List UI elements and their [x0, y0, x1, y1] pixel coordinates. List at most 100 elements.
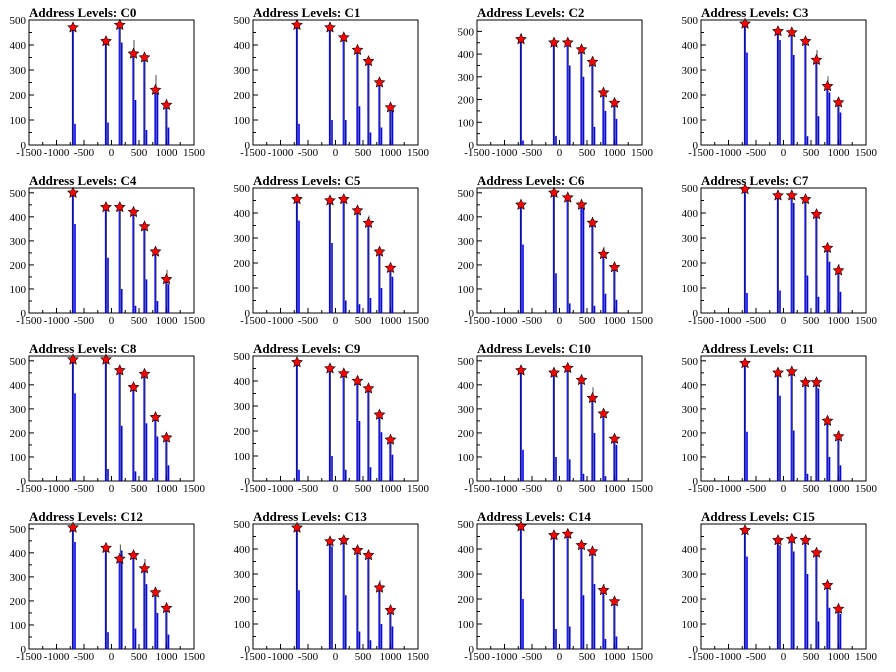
x-tick-label: 0 — [109, 147, 115, 159]
x-tick-label: 1000 — [156, 315, 179, 327]
y-tick-label: 500 — [458, 356, 475, 368]
peak-marker — [149, 586, 162, 598]
peak-marker — [149, 83, 162, 95]
peak-marker — [362, 216, 375, 228]
peak-marker — [149, 245, 162, 257]
y-tick-label: 0 — [693, 476, 699, 488]
y-tick-label: 400 — [682, 380, 699, 392]
x-tick-label: 500 — [803, 147, 820, 159]
peak-marker — [785, 532, 798, 544]
y-tick-label: 0 — [245, 140, 251, 152]
x-tick-label: 1500 — [407, 147, 430, 159]
x-tick-label: -500 — [522, 651, 543, 663]
peak-marker — [324, 194, 336, 206]
y-tick-label: 200 — [682, 594, 699, 606]
peak-marker — [548, 36, 560, 48]
y-tick-label: 100 — [234, 619, 251, 631]
panel-title: Address Levels: C15 — [701, 509, 815, 524]
peak-marker — [561, 36, 574, 48]
peak-marker — [561, 361, 574, 374]
y-tick-label: 500 — [10, 188, 27, 200]
x-tick-label: -1000 — [492, 315, 518, 327]
peak-marker — [821, 579, 834, 591]
peak-marker — [575, 373, 588, 386]
y-tick-label: 200 — [234, 258, 251, 270]
x-tick-label: -1000 — [716, 147, 742, 159]
x-tick-label: -500 — [746, 315, 767, 327]
peak-marker — [799, 376, 812, 388]
peak-marker — [739, 356, 751, 369]
x-tick-label: -1000 — [268, 147, 294, 159]
x-tick-label: 500 — [355, 147, 372, 159]
y-tick-label: 0 — [245, 476, 251, 488]
peak-marker — [351, 374, 364, 386]
peak-marker — [772, 534, 784, 546]
x-tick-label: -1000 — [44, 483, 70, 495]
peak-marker — [113, 552, 126, 564]
x-tick-label: 1000 — [828, 651, 851, 663]
x-tick-label: -1000 — [44, 147, 70, 159]
y-tick-label: 300 — [234, 65, 251, 77]
peak-marker — [384, 433, 397, 445]
peak-marker — [597, 584, 610, 596]
peak-marker — [785, 365, 798, 377]
x-tick-label: 1500 — [407, 651, 430, 663]
peak-marker — [127, 549, 140, 561]
y-tick-label: 100 — [682, 283, 699, 295]
y-tick-label: 200 — [682, 90, 699, 102]
x-tick-label: -500 — [74, 315, 95, 327]
peak-marker — [608, 261, 621, 273]
peak-marker — [127, 381, 140, 393]
y-tick-label: 300 — [682, 569, 699, 581]
x-tick-label: -1000 — [492, 651, 518, 663]
peak-marker — [597, 86, 610, 98]
x-tick-label: 1000 — [604, 651, 627, 663]
y-tick-label: 400 — [10, 548, 27, 560]
peak-marker — [138, 51, 151, 63]
panel-c8: Address Levels: C80100200300400500-1500-… — [10, 341, 206, 495]
y-tick-label: 300 — [10, 65, 27, 77]
y-tick-label: 300 — [682, 404, 699, 416]
peak-marker — [832, 430, 845, 442]
x-tick-label: 1000 — [156, 147, 179, 159]
y-tick-label: 300 — [234, 401, 251, 413]
peak-marker — [586, 391, 599, 404]
x-tick-label: -500 — [74, 651, 95, 663]
x-tick-label: -500 — [746, 147, 767, 159]
y-tick-label: 400 — [682, 544, 699, 556]
x-tick-label: 1500 — [183, 147, 206, 159]
x-tick-label: 1000 — [380, 147, 403, 159]
peak-marker — [799, 193, 812, 205]
peak-marker — [324, 21, 336, 33]
peak-marker — [561, 191, 574, 203]
y-tick-label: 300 — [458, 72, 475, 84]
panel-c9: Address Levels: C90100200300400500-1500-… — [234, 341, 430, 495]
y-tick-label: 300 — [458, 404, 475, 416]
y-tick-label: 200 — [458, 428, 475, 440]
y-tick-label: 300 — [10, 236, 27, 248]
x-tick-label: 1000 — [828, 483, 851, 495]
y-tick-label: 300 — [234, 569, 251, 581]
x-tick-label: -1000 — [716, 315, 742, 327]
peak-marker — [337, 367, 350, 379]
y-tick-label: 500 — [10, 356, 27, 368]
x-tick-label: 500 — [579, 651, 596, 663]
x-tick-label: 0 — [781, 483, 787, 495]
panel-c12: Address Levels: C12 0 100 200 300 400 500 -1500… — [10, 509, 206, 663]
x-tick-label: -1500 — [240, 483, 266, 495]
y-tick-label: 200 — [10, 596, 27, 608]
y-tick-label: 100 — [458, 619, 475, 631]
y-tick-label: 200 — [234, 90, 251, 102]
y-tick-label: 100 — [10, 620, 27, 632]
peak-marker — [337, 193, 350, 205]
y-tick-label: 400 — [10, 40, 27, 52]
peak-marker — [832, 96, 845, 108]
x-tick-label: 500 — [803, 651, 820, 663]
x-tick-label: 0 — [557, 147, 563, 159]
x-tick-label: -1500 — [464, 483, 490, 495]
panel-title: Address Levels: C8 — [29, 341, 137, 356]
peak-marker — [351, 544, 364, 556]
y-tick-label: 300 — [10, 404, 27, 416]
x-tick-label: 1500 — [183, 483, 206, 495]
x-tick-label: -1500 — [688, 483, 714, 495]
